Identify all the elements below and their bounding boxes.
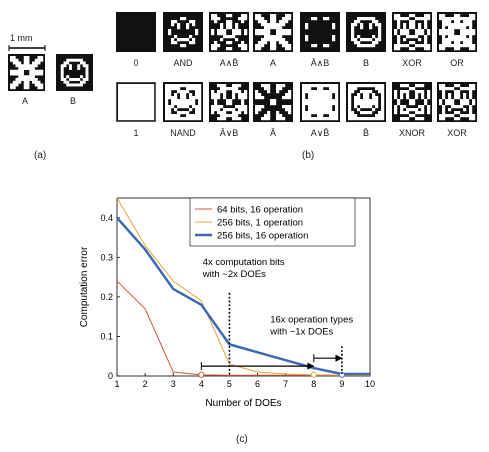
x-tick-label: 7 (283, 379, 288, 389)
y-tick-label: 0.1 (100, 331, 113, 341)
x-tick-label: 6 (255, 379, 260, 389)
pattern-grid (116, 82, 156, 122)
pattern-grid (300, 82, 340, 122)
error-chart: 1 2 3 4 5 6 7 8 9 10 0 0.1 0.2 0.3 0.4 Number of DOEs Co… (79, 197, 375, 409)
logic-pattern-thumbnail (253, 12, 293, 52)
pattern-a-label: A (22, 96, 29, 106)
pattern-grid (392, 12, 432, 52)
pattern-b-label: B (70, 96, 77, 106)
series-marker (338, 371, 345, 378)
logic-pattern-thumbnail (437, 82, 477, 122)
series-marker (198, 371, 205, 378)
y-tick-label: 0.2 (100, 292, 113, 302)
pattern-grid (392, 82, 432, 122)
logic-pattern-thumbnail (209, 82, 249, 122)
y-axis-label: Computation error (79, 246, 90, 327)
logic-pattern-label: A (269, 58, 276, 68)
legend-entry: 256 bits, 16 operation (217, 231, 308, 242)
x-tick-label: 5 (227, 379, 232, 389)
logic-pattern-thumbnail (163, 82, 203, 122)
scale-bar-label: 1 mm (10, 33, 33, 43)
series-line (116, 197, 370, 376)
logic-pattern-thumbnail (163, 12, 203, 52)
scale-bar (8, 45, 46, 51)
logic-pattern-label: NAND (170, 128, 196, 138)
pattern-grid (163, 82, 203, 122)
pattern-grid (346, 82, 386, 122)
pattern-grid (116, 12, 156, 52)
y-tick-label: 0.4 (100, 213, 113, 223)
logic-pattern-label: B̄ (362, 128, 369, 138)
logic-pattern-label: 1 (133, 128, 139, 138)
y-tick-label: 0 (108, 371, 113, 381)
pattern-grid (253, 82, 293, 122)
annotation-text: 16x operation types with ~1x DOEs (269, 315, 353, 338)
x-tick-label: 8 (311, 379, 316, 389)
annotation-line: 4x computation bits (203, 257, 285, 268)
logic-pattern-label: 0 (133, 58, 139, 68)
legend-box (189, 197, 356, 247)
pattern-b-thumbnail (56, 54, 93, 91)
pattern-grid (8, 54, 45, 91)
pattern-grid (209, 82, 249, 122)
x-tick-label: 10 (365, 379, 375, 389)
logic-pattern-thumbnail (437, 12, 477, 52)
logic-pattern-label: XNOR (398, 128, 425, 138)
panel-a-caption: (a) (34, 150, 47, 161)
annotation-line: with ~1x DOEs (269, 327, 333, 338)
logic-pattern-label: AND (173, 58, 193, 68)
y-tick-label: 0.3 (100, 252, 113, 262)
logic-pattern-label: Ā (269, 128, 276, 138)
x-tick-label: 3 (171, 379, 176, 389)
logic-pattern-thumbnail (300, 82, 340, 122)
series-marker (310, 371, 317, 378)
x-axis-label: Number of DOEs (205, 398, 281, 409)
legend-entry: 64 bits, 16 operation (217, 205, 303, 216)
panel-c-caption: (c) (236, 434, 248, 445)
logic-pattern-thumbnail (253, 82, 293, 122)
x-tick-label: 9 (339, 379, 344, 389)
logic-pattern-label: Ā∧B (310, 58, 330, 68)
panel-b-caption: (b) (302, 150, 315, 161)
pattern-grid (437, 12, 477, 52)
annotation-text: 4x computation bits with ~2x DOEs (202, 257, 285, 280)
logic-pattern-thumbnail (300, 12, 340, 52)
logic-pattern-label: B (362, 58, 369, 68)
logic-pattern-thumbnail (116, 82, 156, 122)
logic-pattern-thumbnail (392, 12, 432, 52)
logic-pattern-thumbnail (346, 82, 386, 122)
logic-pattern-thumbnail (116, 12, 156, 52)
legend-entry: 256 bits, 1 operation (217, 218, 303, 229)
pattern-grid (346, 12, 386, 52)
pattern-grid (56, 54, 93, 91)
series-line (116, 216, 370, 376)
pattern-grid (253, 12, 293, 52)
logic-pattern-label: XOR (447, 128, 467, 138)
annotation-line: 16x operation types (270, 315, 353, 326)
pattern-grid (300, 12, 340, 52)
pattern-a-thumbnail (8, 54, 45, 91)
logic-pattern-label: XOR (402, 58, 422, 68)
logic-pattern-label: A∨B̄ (310, 128, 330, 138)
logic-pattern-thumbnail (346, 12, 386, 52)
logic-pattern-thumbnail (209, 12, 249, 52)
logic-pattern-label: OR (450, 58, 464, 68)
pattern-grid (437, 82, 477, 122)
x-tick-label: 2 (143, 379, 148, 389)
x-tick-label: 4 (199, 379, 204, 389)
logic-pattern-label: Ā∨B (219, 128, 239, 138)
pattern-grid (209, 12, 249, 52)
x-tick-label: 1 (114, 379, 119, 389)
logic-pattern-label: A∧B̄ (219, 58, 239, 68)
annotation-line: with ~2x DOEs (202, 269, 266, 280)
logic-pattern-thumbnail (392, 82, 432, 122)
pattern-grid (163, 12, 203, 52)
